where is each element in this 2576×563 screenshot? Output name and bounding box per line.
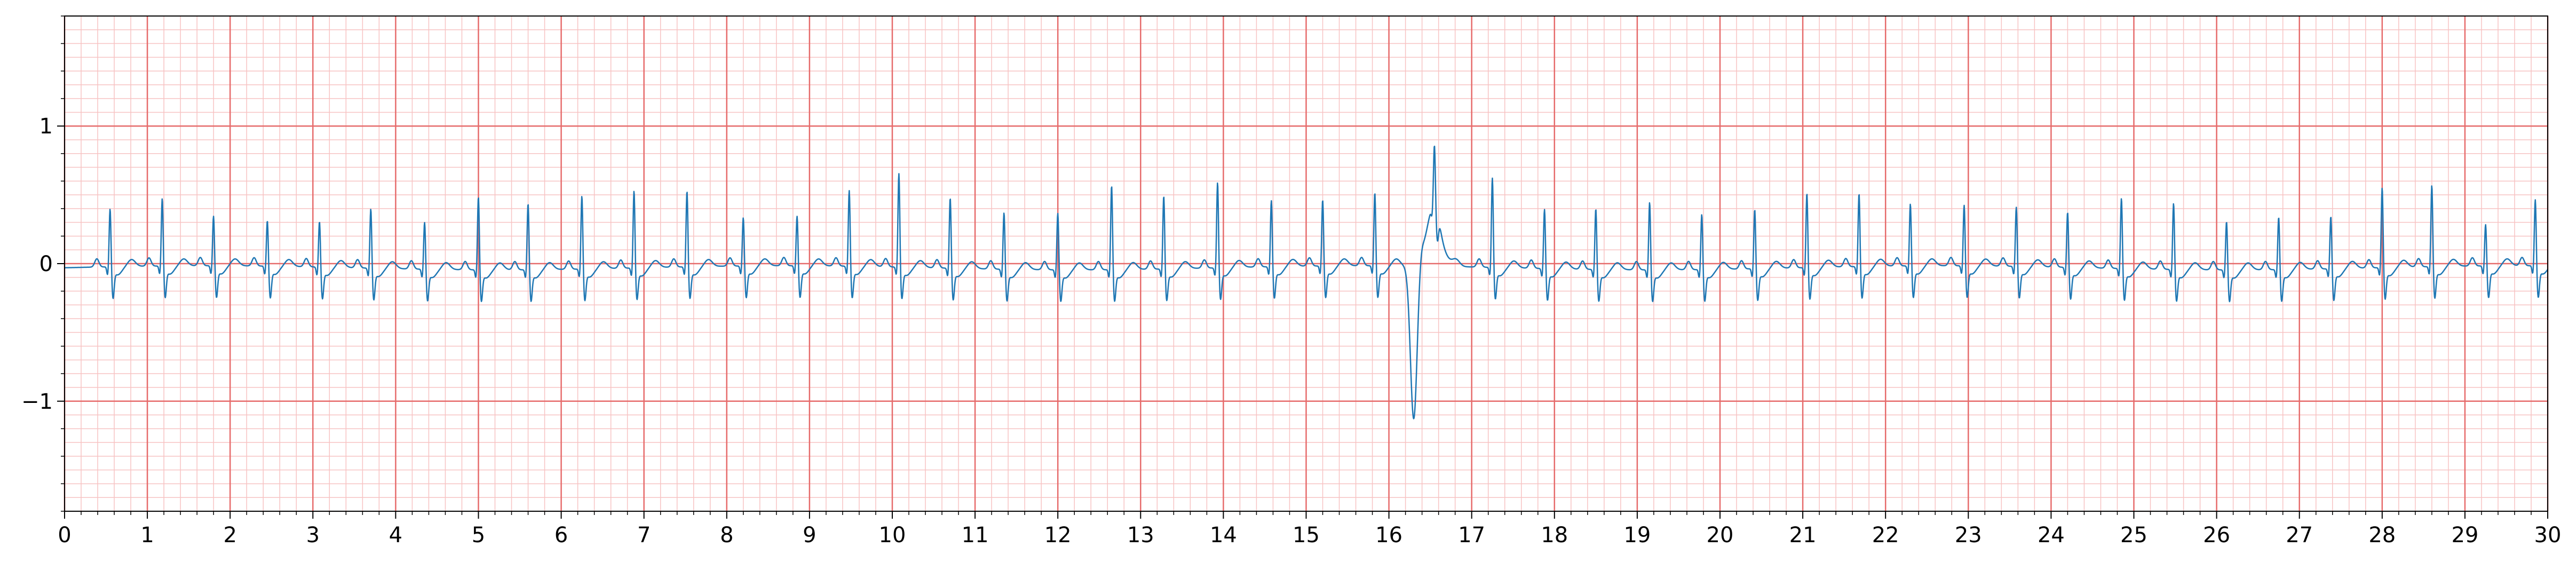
x-tick-label: 1: [140, 523, 154, 548]
y-axis: −1 0 1: [21, 15, 65, 512]
x-tick-label: 13: [1127, 523, 1154, 548]
x-tick-label: 11: [962, 523, 989, 548]
x-tick-label: 18: [1541, 523, 1568, 548]
x-tick-label: 15: [1293, 523, 1320, 548]
x-tick-label: 23: [1955, 523, 1982, 548]
x-tick-label: 17: [1458, 523, 1485, 548]
x-tick-label: 5: [472, 523, 485, 548]
x-tick-label: 30: [2534, 523, 2562, 548]
x-tick-label: 10: [879, 523, 906, 548]
x-tick-label: 25: [2120, 523, 2147, 548]
x-tick-label: 12: [1044, 523, 1072, 548]
trace-layer: [64, 145, 2549, 419]
x-tick-label: 16: [1375, 523, 1402, 548]
x-tick-label: 6: [554, 523, 568, 548]
ecg-trace-line: [64, 145, 2549, 419]
y-tick-label: −1: [21, 390, 53, 414]
x-tick-label: 20: [1707, 523, 1734, 548]
x-tick-label: 7: [637, 523, 651, 548]
x-tick-label: 28: [2368, 523, 2396, 548]
x-tick-label: 29: [2451, 523, 2478, 548]
x-tick-label: 2: [223, 523, 236, 548]
x-tick-label: 22: [1872, 523, 1899, 548]
x-tick-label: 24: [2038, 523, 2065, 548]
x-tick-label: 8: [720, 523, 733, 548]
y-tick-label: 0: [39, 252, 53, 276]
x-tick-label: 27: [2286, 523, 2313, 548]
x-tick-label: 4: [389, 523, 402, 548]
x-tick-label: 14: [1210, 523, 1237, 548]
x-tick-label: 26: [2203, 523, 2230, 548]
x-axis: 0 1 2 3 4 5 6 7 8 9 10 11 12 13 14 15 16 17 18 19 20 21 22 23 24…: [58, 511, 2561, 548]
x-tick-label: 0: [58, 523, 71, 548]
x-tick-label: 9: [803, 523, 816, 548]
x-tick-label: 19: [1623, 523, 1651, 548]
y-tick-label: 1: [39, 114, 53, 139]
x-tick-label: 3: [306, 523, 320, 548]
x-tick-label: 21: [1789, 523, 1817, 548]
